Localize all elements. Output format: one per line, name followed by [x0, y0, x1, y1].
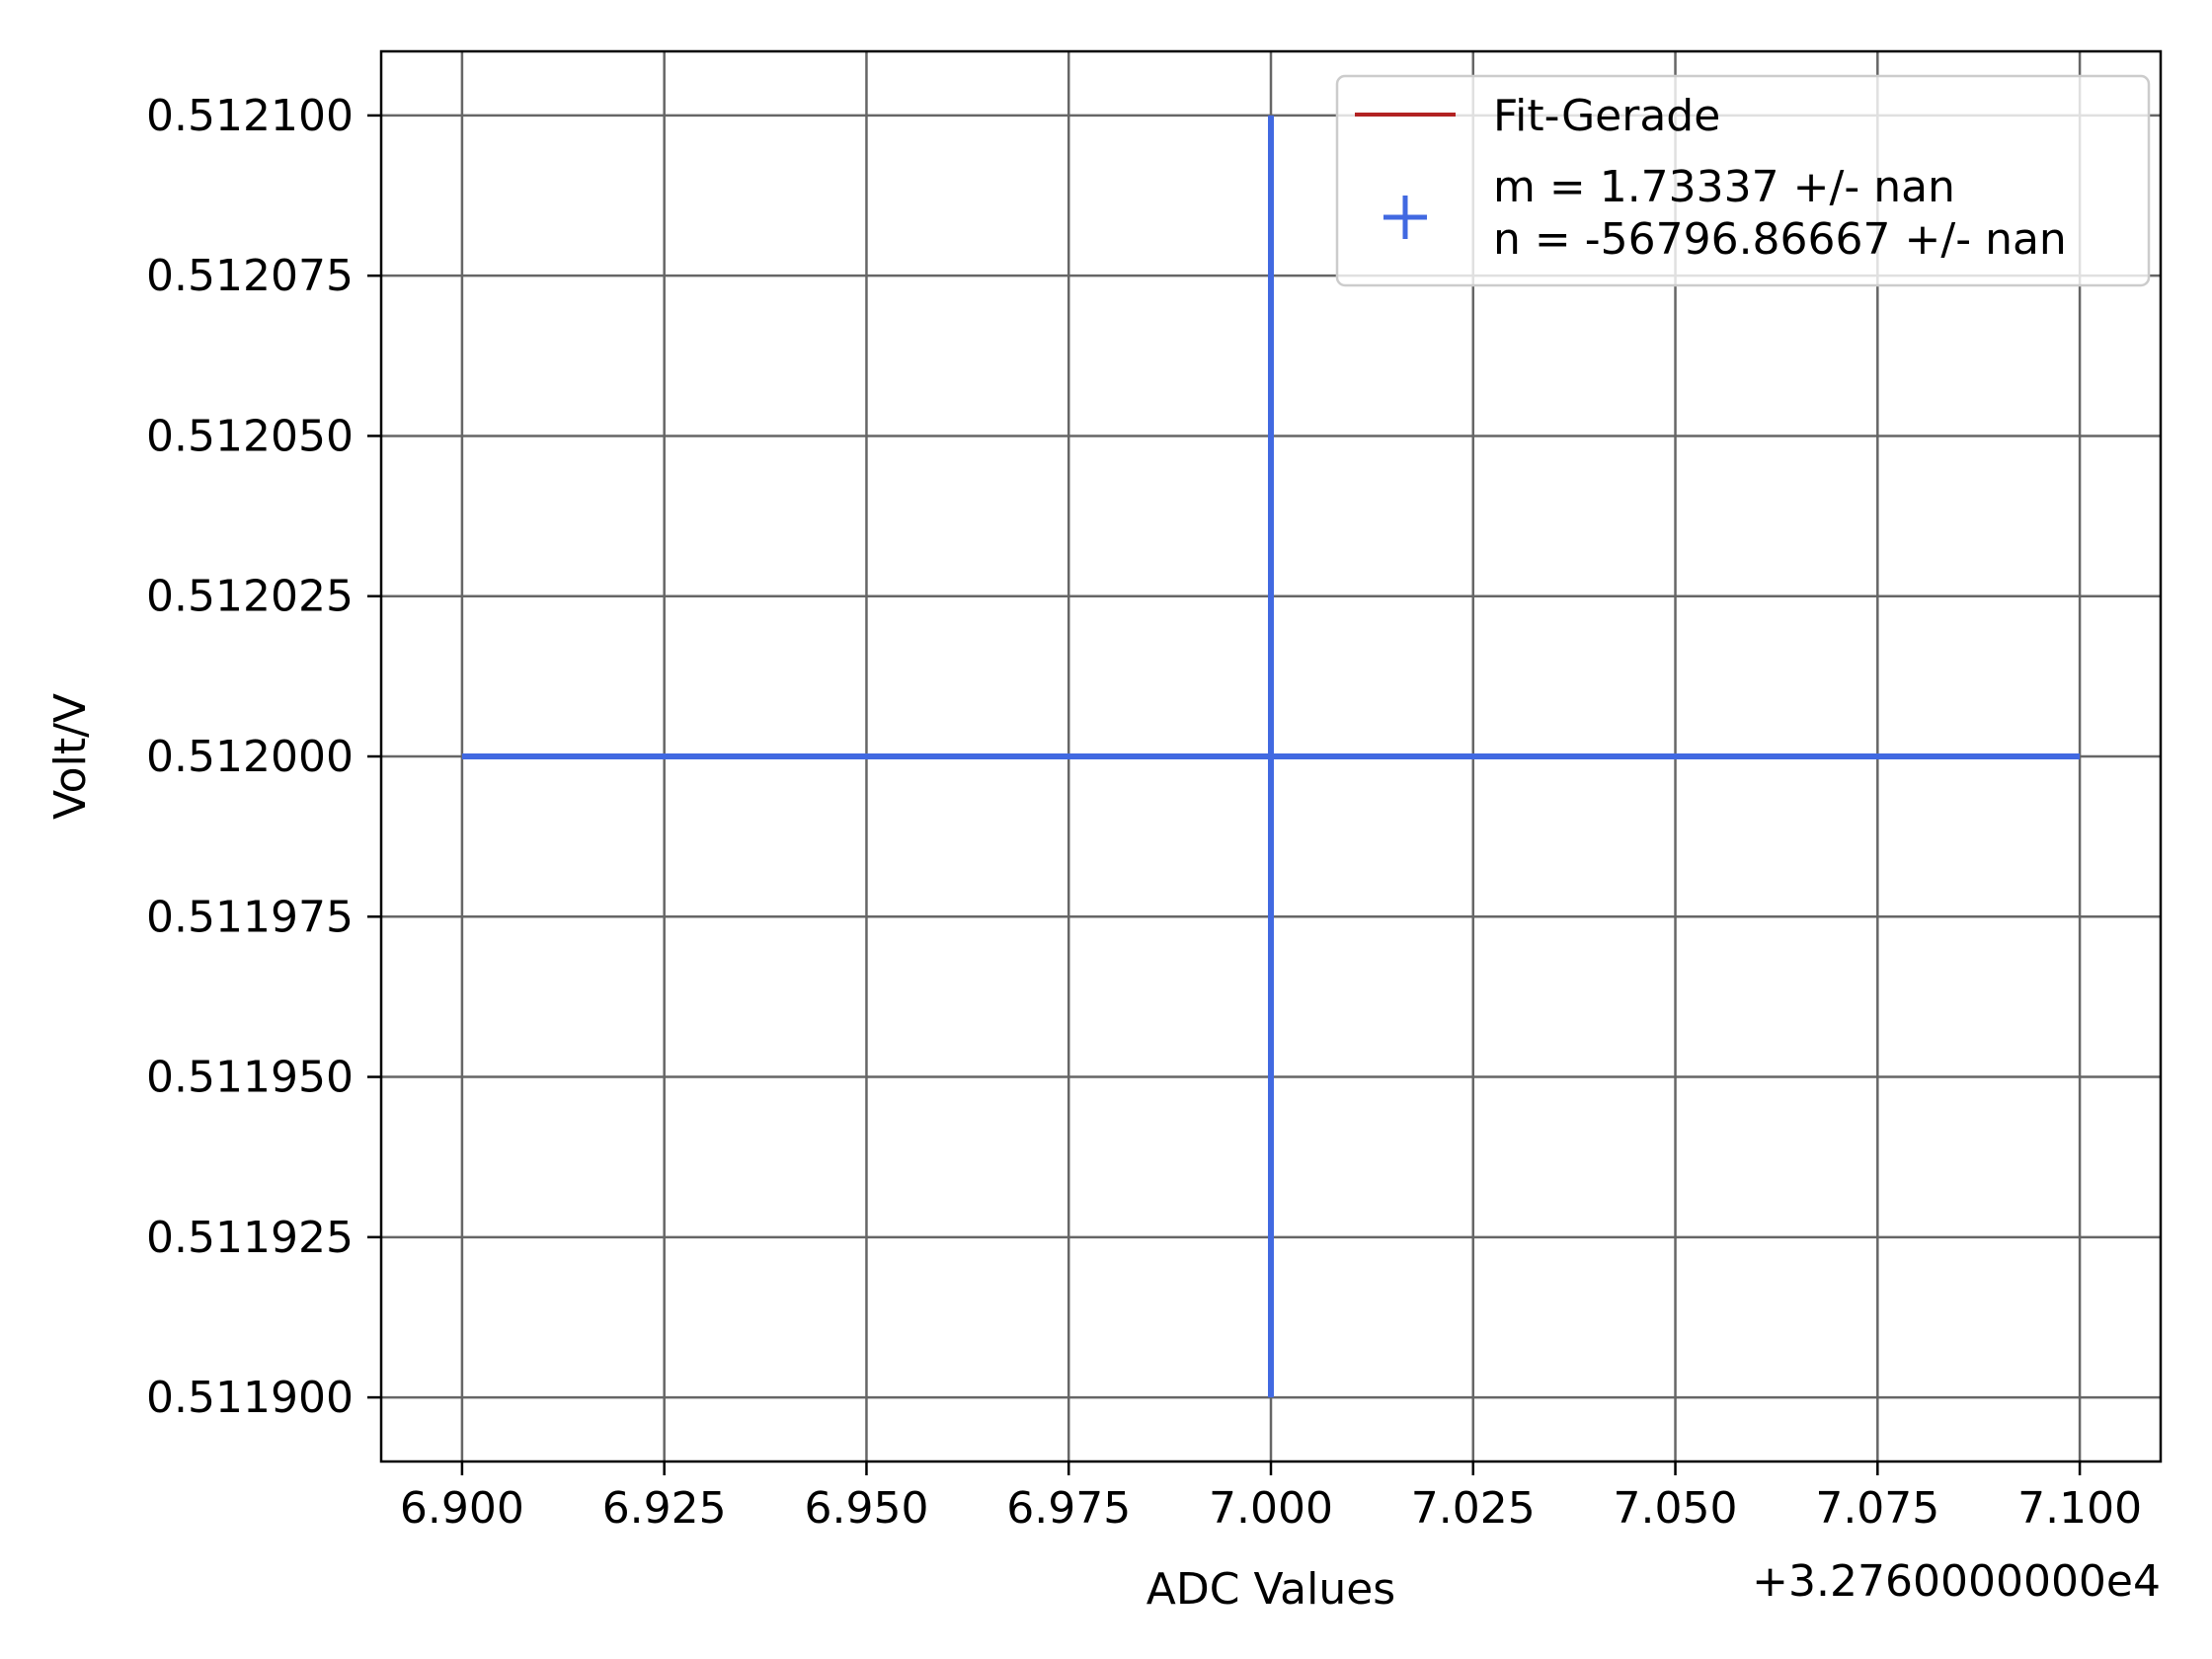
y-tick-label: 0.512025 [146, 572, 354, 622]
x-tick-label: 6.950 [804, 1483, 928, 1534]
x-tick-label: 6.900 [400, 1483, 524, 1534]
plot-area [461, 115, 2081, 1398]
x-tick-label: 7.000 [1209, 1483, 1333, 1534]
x-tick-label: 6.925 [602, 1483, 727, 1534]
y-tick-label: 0.511950 [146, 1053, 354, 1103]
legend-box [1335, 74, 2151, 287]
x-axis-offset-label: +3.2760000000e4 [1752, 1556, 2161, 1607]
x-tick-label: 7.075 [1815, 1483, 1939, 1534]
y-tick-label: 0.512100 [146, 91, 354, 141]
x-tick-label: 7.050 [1614, 1483, 1738, 1534]
x-axis-label: ADC Values [1146, 1564, 1395, 1615]
y-axis-label: Volt/V [45, 693, 96, 820]
x-tick-label: 7.025 [1411, 1483, 1536, 1534]
y-tick-label: 0.512075 [146, 251, 354, 301]
x-tick-label: 7.100 [2017, 1483, 2142, 1534]
legend-label-m: m = 1.73337 +/- nan [1493, 162, 1955, 212]
y-tick-label: 0.512050 [146, 411, 354, 461]
legend-plus-marker-swatch [1383, 196, 1427, 239]
legend-label-fit: Fit-Gerade [1493, 91, 1720, 141]
y-tick-label: 0.511925 [146, 1213, 354, 1263]
y-axis: 0.511900 0.511925 0.511950 0.511975 0.512000… [146, 91, 381, 1423]
x-axis: 6.900 6.925 6.950 6.975 7.000 7.025 7.050 7.075… [400, 1462, 2142, 1534]
x-tick-label: 6.975 [1006, 1483, 1131, 1534]
y-tick-label: 0.511900 [146, 1373, 354, 1423]
legend-label-n: n = -56796.86667 +/- nan [1493, 214, 2067, 265]
y-tick-label: 0.511975 [146, 892, 354, 942]
y-tick-label: 0.512000 [146, 732, 354, 782]
legend: Fit-Gerade m = 1.73337 +/- nan n = -5679… [1335, 74, 2151, 287]
